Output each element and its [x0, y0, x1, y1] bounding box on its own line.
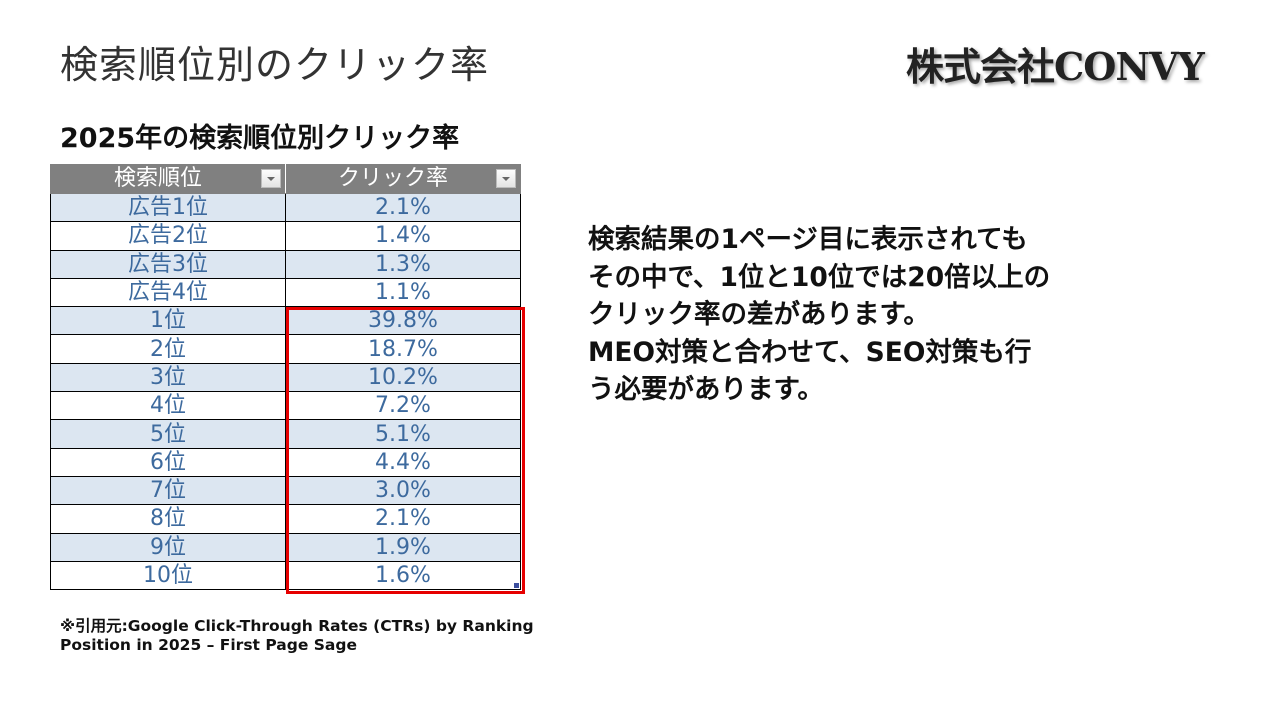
table-resize-handle-icon[interactable] — [514, 583, 519, 588]
table-title: 2025年の検索順位別クリック率 — [60, 123, 460, 154]
company-logo-text: 株式会社CONVY — [906, 44, 1205, 89]
explanation-line: う必要があります。 — [588, 374, 824, 405]
table-row: 2位 18.7% — [50, 334, 522, 364]
ctr-cell: 1.1% — [284, 277, 522, 308]
header-rank-label: 検索順位 — [113, 166, 202, 191]
table-row: 10位 1.6% — [50, 560, 522, 591]
table-row: 9位 1.9% — [50, 532, 522, 562]
rank-cell: 3位 — [50, 362, 286, 393]
ctr-cell: 5.1% — [284, 419, 522, 449]
table-row: 3位 10.2% — [50, 362, 522, 393]
rank-cell: 2位 — [50, 334, 286, 364]
rank-cell: 5位 — [50, 419, 286, 449]
table-row: 7位 3.0% — [50, 475, 522, 506]
ctr-cell: 7.2% — [284, 391, 522, 421]
table-row: 8位 2.1% — [50, 504, 522, 534]
ctr-cell: 2.1% — [284, 504, 522, 534]
ctr-cell: 1.3% — [284, 249, 522, 279]
table-row: 1位 39.8% — [50, 306, 522, 336]
rank-cell: 7位 — [50, 475, 286, 506]
explanation-line: 検索結果の1ページ目に表示されても — [588, 224, 1028, 255]
ctr-cell: 2.1% — [284, 192, 522, 223]
rank-cell: 9位 — [50, 532, 286, 562]
rank-cell: 広告1位 — [50, 192, 286, 223]
ctr-table: 検索順位 クリック率 広告1位 2.1% 広告2位 1.4% 広告3位 1.3% 広告… — [50, 164, 522, 591]
rank-cell: 広告2位 — [50, 221, 286, 251]
rank-cell: 10位 — [50, 560, 286, 591]
explanation-line: MEO対策と合わせて、SEO対策も行 — [588, 336, 1032, 368]
source-citation: ※引用元:Google Click-Through Rates (CTRs) b… — [60, 617, 534, 655]
explanation-text: 検索結果の1ページ目に表示されても その中で、1位と10位では20倍以上の クリ… — [588, 221, 1050, 409]
explanation-line: その中で、1位と10位では20倍以上の — [588, 261, 1051, 293]
table-row: 広告1位 2.1% — [50, 192, 522, 223]
rank-cell: 4位 — [50, 391, 286, 421]
table-row: 5位 5.1% — [50, 419, 522, 449]
rank-cell: 6位 — [50, 447, 286, 477]
filter-dropdown-icon[interactable] — [260, 169, 281, 188]
explanation-line: クリック率の差があります。 — [588, 299, 930, 330]
table-row: 4位 7.2% — [50, 391, 522, 421]
header-rank: 検索順位 — [50, 164, 286, 194]
ctr-cell: 18.7% — [284, 334, 522, 364]
table-row: 広告2位 1.4% — [50, 221, 522, 251]
header-ctr: クリック率 — [284, 164, 522, 194]
table-header-row: 検索順位 クリック率 — [50, 164, 522, 194]
rank-cell: 1位 — [50, 306, 286, 336]
ctr-cell: 1.4% — [284, 221, 522, 251]
ctr-cell: 1.9% — [284, 532, 522, 562]
ctr-cell: 3.0% — [284, 475, 522, 506]
rank-cell: 広告3位 — [50, 249, 286, 279]
source-line-2: Position in 2025 – First Page Sage — [60, 636, 357, 654]
table-row: 6位 4.4% — [50, 447, 522, 477]
source-line-1: ※引用元:Google Click-Through Rates (CTRs) b… — [60, 617, 534, 635]
slide-title: 検索順位別のクリック率 — [60, 43, 490, 87]
header-ctr-label: クリック率 — [337, 166, 448, 191]
table-row: 広告4位 1.1% — [50, 277, 522, 308]
ctr-cell: 4.4% — [284, 447, 522, 477]
ctr-cell: 1.6% — [284, 560, 522, 591]
rank-cell: 広告4位 — [50, 277, 286, 308]
filter-dropdown-icon[interactable] — [496, 169, 516, 188]
ctr-cell: 10.2% — [284, 362, 522, 393]
table-row: 広告3位 1.3% — [50, 249, 522, 279]
ctr-cell: 39.8% — [284, 306, 522, 336]
rank-cell: 8位 — [50, 504, 286, 534]
